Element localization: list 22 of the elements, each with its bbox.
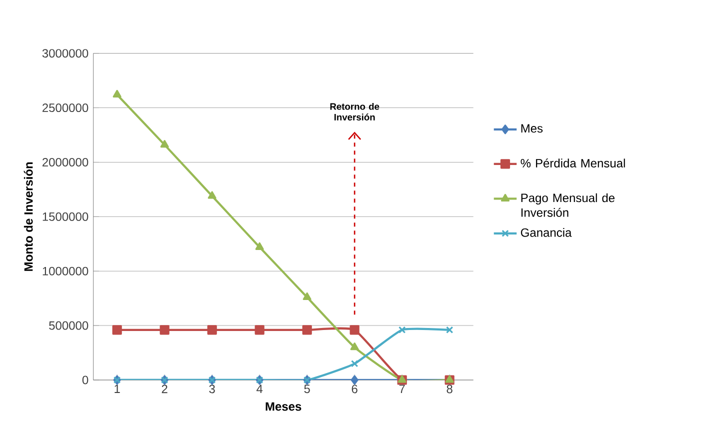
x-tick-label: 3 <box>209 384 215 394</box>
legend-label: Pago Mensual de Inversión <box>521 194 615 218</box>
x-tick-label: 5 <box>304 384 310 394</box>
y-tick-label: 1000000 <box>42 267 88 276</box>
x-tick-label: 7 <box>399 384 405 394</box>
y-tick-label: 3000000 <box>42 49 88 58</box>
y-tick-label: 500000 <box>49 321 88 330</box>
x-tick-label: 6 <box>352 384 358 394</box>
y-tick-label: 0 <box>82 376 88 384</box>
x-tick-label: 4 <box>256 384 263 394</box>
x-tick-label: 2 <box>162 384 168 394</box>
x-tick-label: 8 <box>446 384 452 394</box>
y-axis-title: Monto de Inversión <box>24 162 33 272</box>
legend-label: Mes <box>521 124 543 133</box>
annotation: Retorno de Inversión <box>330 103 380 121</box>
y-tick-label: 2500000 <box>42 104 88 112</box>
y-tick-label: 2000000 <box>42 158 88 167</box>
y-tick-label: 1500000 <box>42 212 88 222</box>
legend-label: % Pérdida Mensual <box>520 158 625 168</box>
x-axis-title: Meses <box>266 402 302 411</box>
x-tick-label: 1 <box>114 384 120 394</box>
legend-label: Ganancia <box>520 228 572 238</box>
